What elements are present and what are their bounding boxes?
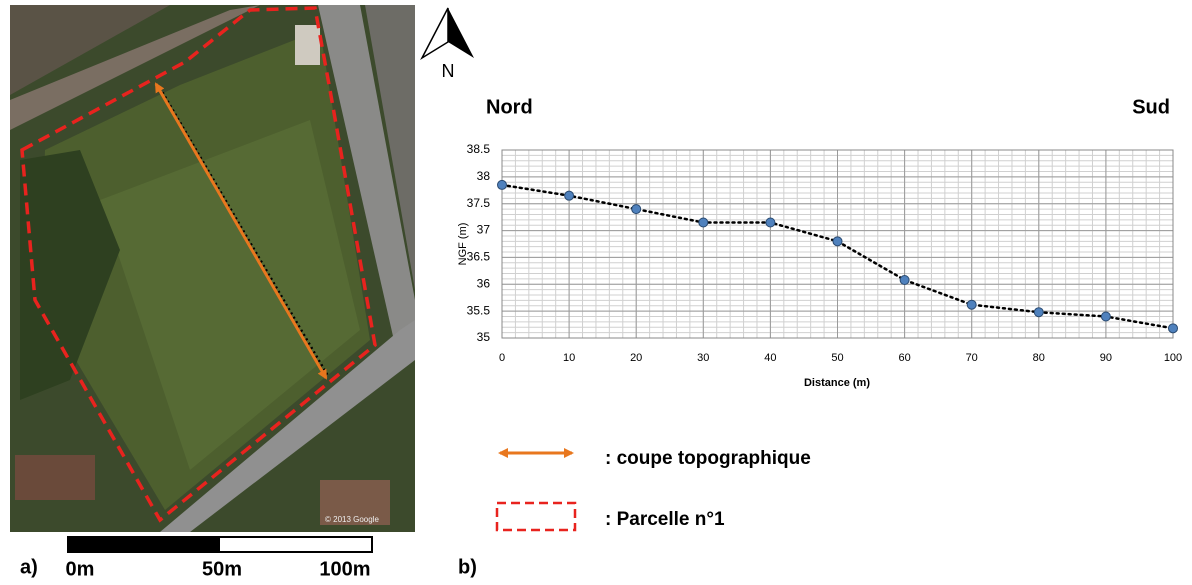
north-label: N (442, 61, 455, 81)
data-point (966, 299, 977, 310)
x-tick-label: 60 (898, 352, 910, 364)
scale-label: 50m (202, 558, 242, 580)
left-label: Nord (486, 96, 533, 118)
x-tick-label: 0 (499, 352, 505, 364)
y-tick-label: 38.5 (467, 142, 491, 156)
legend-text: : coupe topographique (605, 448, 811, 469)
y-axis-label: NGF (m) (457, 223, 469, 266)
y-tick-label: 35 (477, 330, 491, 344)
x-tick-label: 30 (697, 352, 709, 364)
aerial-map: © 2013 Google (10, 5, 415, 532)
x-tick-label: 10 (563, 352, 575, 364)
y-tick-label: 38 (477, 169, 491, 183)
x-tick-label: 90 (1100, 352, 1112, 364)
data-point (698, 217, 709, 228)
panel-label: b) (458, 556, 477, 578)
data-point (832, 236, 843, 247)
data-point (899, 274, 910, 285)
data-point (1168, 323, 1178, 334)
legend-parcel (495, 501, 577, 532)
x-tick-label: 40 (764, 352, 776, 364)
scale-label: 0m (66, 558, 95, 580)
y-tick-label: 37 (477, 223, 491, 237)
x-tick-label: 70 (966, 352, 978, 364)
x-tick-label: 50 (831, 352, 843, 364)
y-tick-label: 37.5 (467, 196, 491, 210)
map-credit: © 2013 Google (325, 515, 379, 524)
x-axis-label: Distance (m) (804, 377, 870, 389)
x-tick-label: 80 (1033, 352, 1045, 364)
north-arrow (420, 7, 474, 61)
data-point (765, 217, 776, 228)
panel-label: a) (20, 556, 38, 578)
y-tick-label: 36.5 (467, 250, 491, 264)
data-point (1033, 307, 1044, 318)
y-tick-label: 35.5 (467, 303, 491, 317)
data-point (564, 190, 575, 201)
data-point (1100, 311, 1111, 322)
x-tick-label: 100 (1164, 352, 1182, 364)
scale-label: 100m (319, 558, 370, 580)
right-label: Sud (1132, 96, 1170, 118)
y-tick-label: 36 (477, 276, 491, 290)
legend-text: : Parcelle n°1 (605, 509, 725, 530)
data-point (497, 179, 507, 190)
plot: 35 35.5 36 36.5 37 37.5 38 38.5 0 10 20 30 40 50 60 70 8… (467, 142, 1183, 364)
scale-bar-fill (68, 537, 220, 552)
plot-frame (501, 149, 1174, 339)
data-point (631, 204, 642, 215)
x-tick-label: 20 (630, 352, 642, 364)
